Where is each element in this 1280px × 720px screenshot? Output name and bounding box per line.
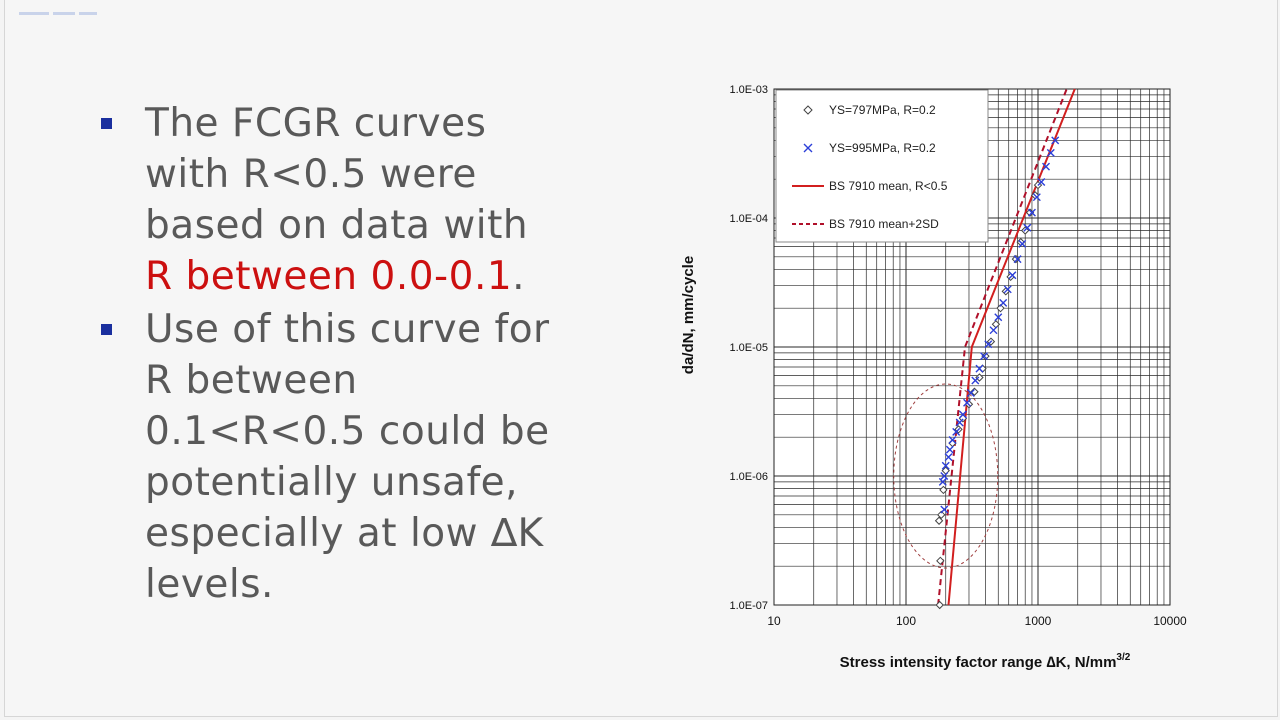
- data-point-797: [935, 600, 944, 610]
- plot-border: [773, 88, 1171, 606]
- data-point-995: [1046, 148, 1055, 157]
- bullet-line: 0.1<R<0.5 could be: [145, 409, 550, 454]
- y-tick-label: 1.0E-03: [729, 84, 768, 96]
- data-point-797: [939, 485, 948, 495]
- legend-marker-797: [803, 105, 813, 115]
- low-dk-ellipse: [893, 383, 999, 569]
- data-point-995: [945, 445, 954, 454]
- bullet-square-icon: [101, 324, 112, 335]
- data-point-995: [971, 376, 980, 385]
- data-point-995: [1032, 193, 1041, 202]
- data-point-995: [948, 436, 957, 445]
- y-tick-label: 1.0E-06: [729, 471, 768, 483]
- data-point-995: [1018, 239, 1027, 248]
- x-tick-label: 100: [896, 614, 916, 628]
- data-point-995: [1003, 285, 1012, 294]
- data-point-995: [980, 352, 989, 361]
- data-point-995: [1037, 178, 1046, 187]
- legend-label: BS 7910 mean, R<0.5: [829, 179, 948, 193]
- data-point-995: [1051, 136, 1060, 145]
- data-point-995: [1042, 162, 1051, 171]
- mean-line: [947, 88, 1076, 606]
- data-point-797: [996, 303, 1005, 313]
- data-point-995: [1027, 208, 1036, 217]
- bullet-list: The FCGR curves with R<0.5 were based on…: [95, 98, 615, 612]
- y-tick-label: 1.0E-07: [729, 600, 768, 612]
- legend-label: YS=797MPa, R=0.2: [829, 103, 936, 117]
- y-tick-label: 1.0E-05: [729, 342, 768, 354]
- data-point-995: [984, 340, 993, 349]
- legend-label: BS 7910 mean+2SD: [829, 217, 939, 231]
- data-point-995: [938, 477, 947, 486]
- period: .: [512, 254, 526, 299]
- data-point-995: [966, 389, 975, 397]
- fcgr-chart: 10 100 1000 10000 1.0E-07 1.0E-06 1.0E-05 1.0E-…: [665, 70, 1205, 690]
- bullet-square-icon: [101, 118, 112, 129]
- x-tick-label: 10000: [1153, 614, 1187, 628]
- mean-2sd-line: [937, 88, 1068, 606]
- data-point-995: [994, 313, 1003, 322]
- x-axis-label-superscript: 3/2: [1116, 652, 1130, 663]
- data-point-797: [975, 373, 984, 382]
- data-point-995: [999, 298, 1008, 307]
- data-point-995: [1008, 271, 1017, 280]
- bullet-line: especially at low ∆K: [145, 511, 544, 556]
- data-point-995: [975, 364, 984, 373]
- x-tick-label: 1000: [1025, 614, 1052, 628]
- bullet-text: Use of this curve for R between 0.1<R<0.…: [145, 304, 615, 610]
- bullet-line: R between: [145, 358, 358, 403]
- data-point-995: [940, 472, 949, 480]
- data-point-995: [958, 410, 967, 419]
- legend-label: YS=995MPa, R=0.2: [829, 141, 936, 155]
- chart-svg: 10 100 1000 10000 1.0E-07 1.0E-06 1.0E-05 1.0E-…: [680, 84, 1187, 671]
- y-axis-label: da/dN, mm/cycle: [680, 256, 697, 374]
- data-point-995: [1023, 223, 1032, 232]
- data-point-995: [940, 505, 949, 514]
- y-tick-label: 1.0E-04: [729, 213, 768, 225]
- bullet-line: potentially unsafe,: [145, 460, 519, 505]
- bullet-line: levels.: [145, 562, 274, 607]
- bullet-line-highlight-row: R between 0.0-0.1.: [145, 251, 615, 302]
- data-point-995: [952, 427, 961, 436]
- legend-marker-995: [803, 143, 813, 153]
- data-point-797: [934, 516, 944, 525]
- data-point-995: [941, 461, 950, 470]
- bullet-text: The FCGR curves with R<0.5 were based on…: [145, 98, 615, 302]
- bullet-line: with R<0.5 were: [145, 152, 477, 197]
- logo-mark: [19, 0, 139, 15]
- data-point-797: [970, 387, 979, 396]
- data-point-797: [936, 556, 945, 566]
- slide: The FCGR curves with R<0.5 were based on…: [4, 0, 1278, 717]
- bullet-line: based on data with: [145, 203, 529, 248]
- legend-box: [775, 89, 989, 243]
- bullet-item-fcgr: The FCGR curves with R<0.5 were based on…: [95, 98, 615, 302]
- highlight-text: R between 0.0-0.1: [145, 254, 513, 299]
- bullet-line: Use of this curve for: [145, 307, 550, 352]
- bullet-item-curve-use: Use of this curve for R between 0.1<R<0.…: [95, 304, 615, 610]
- data-point-995: [944, 453, 953, 462]
- data-point-995: [963, 398, 972, 407]
- x-axis-label: Stress intensity factor range ∆K, N/mm3/…: [840, 652, 1131, 671]
- bullet-line: The FCGR curves: [145, 101, 487, 146]
- data-point-995: [955, 418, 964, 427]
- data-point-995: [1013, 255, 1022, 264]
- data-point-797: [937, 510, 946, 520]
- x-tick-label: 10: [767, 614, 781, 628]
- data-point-995: [989, 326, 998, 335]
